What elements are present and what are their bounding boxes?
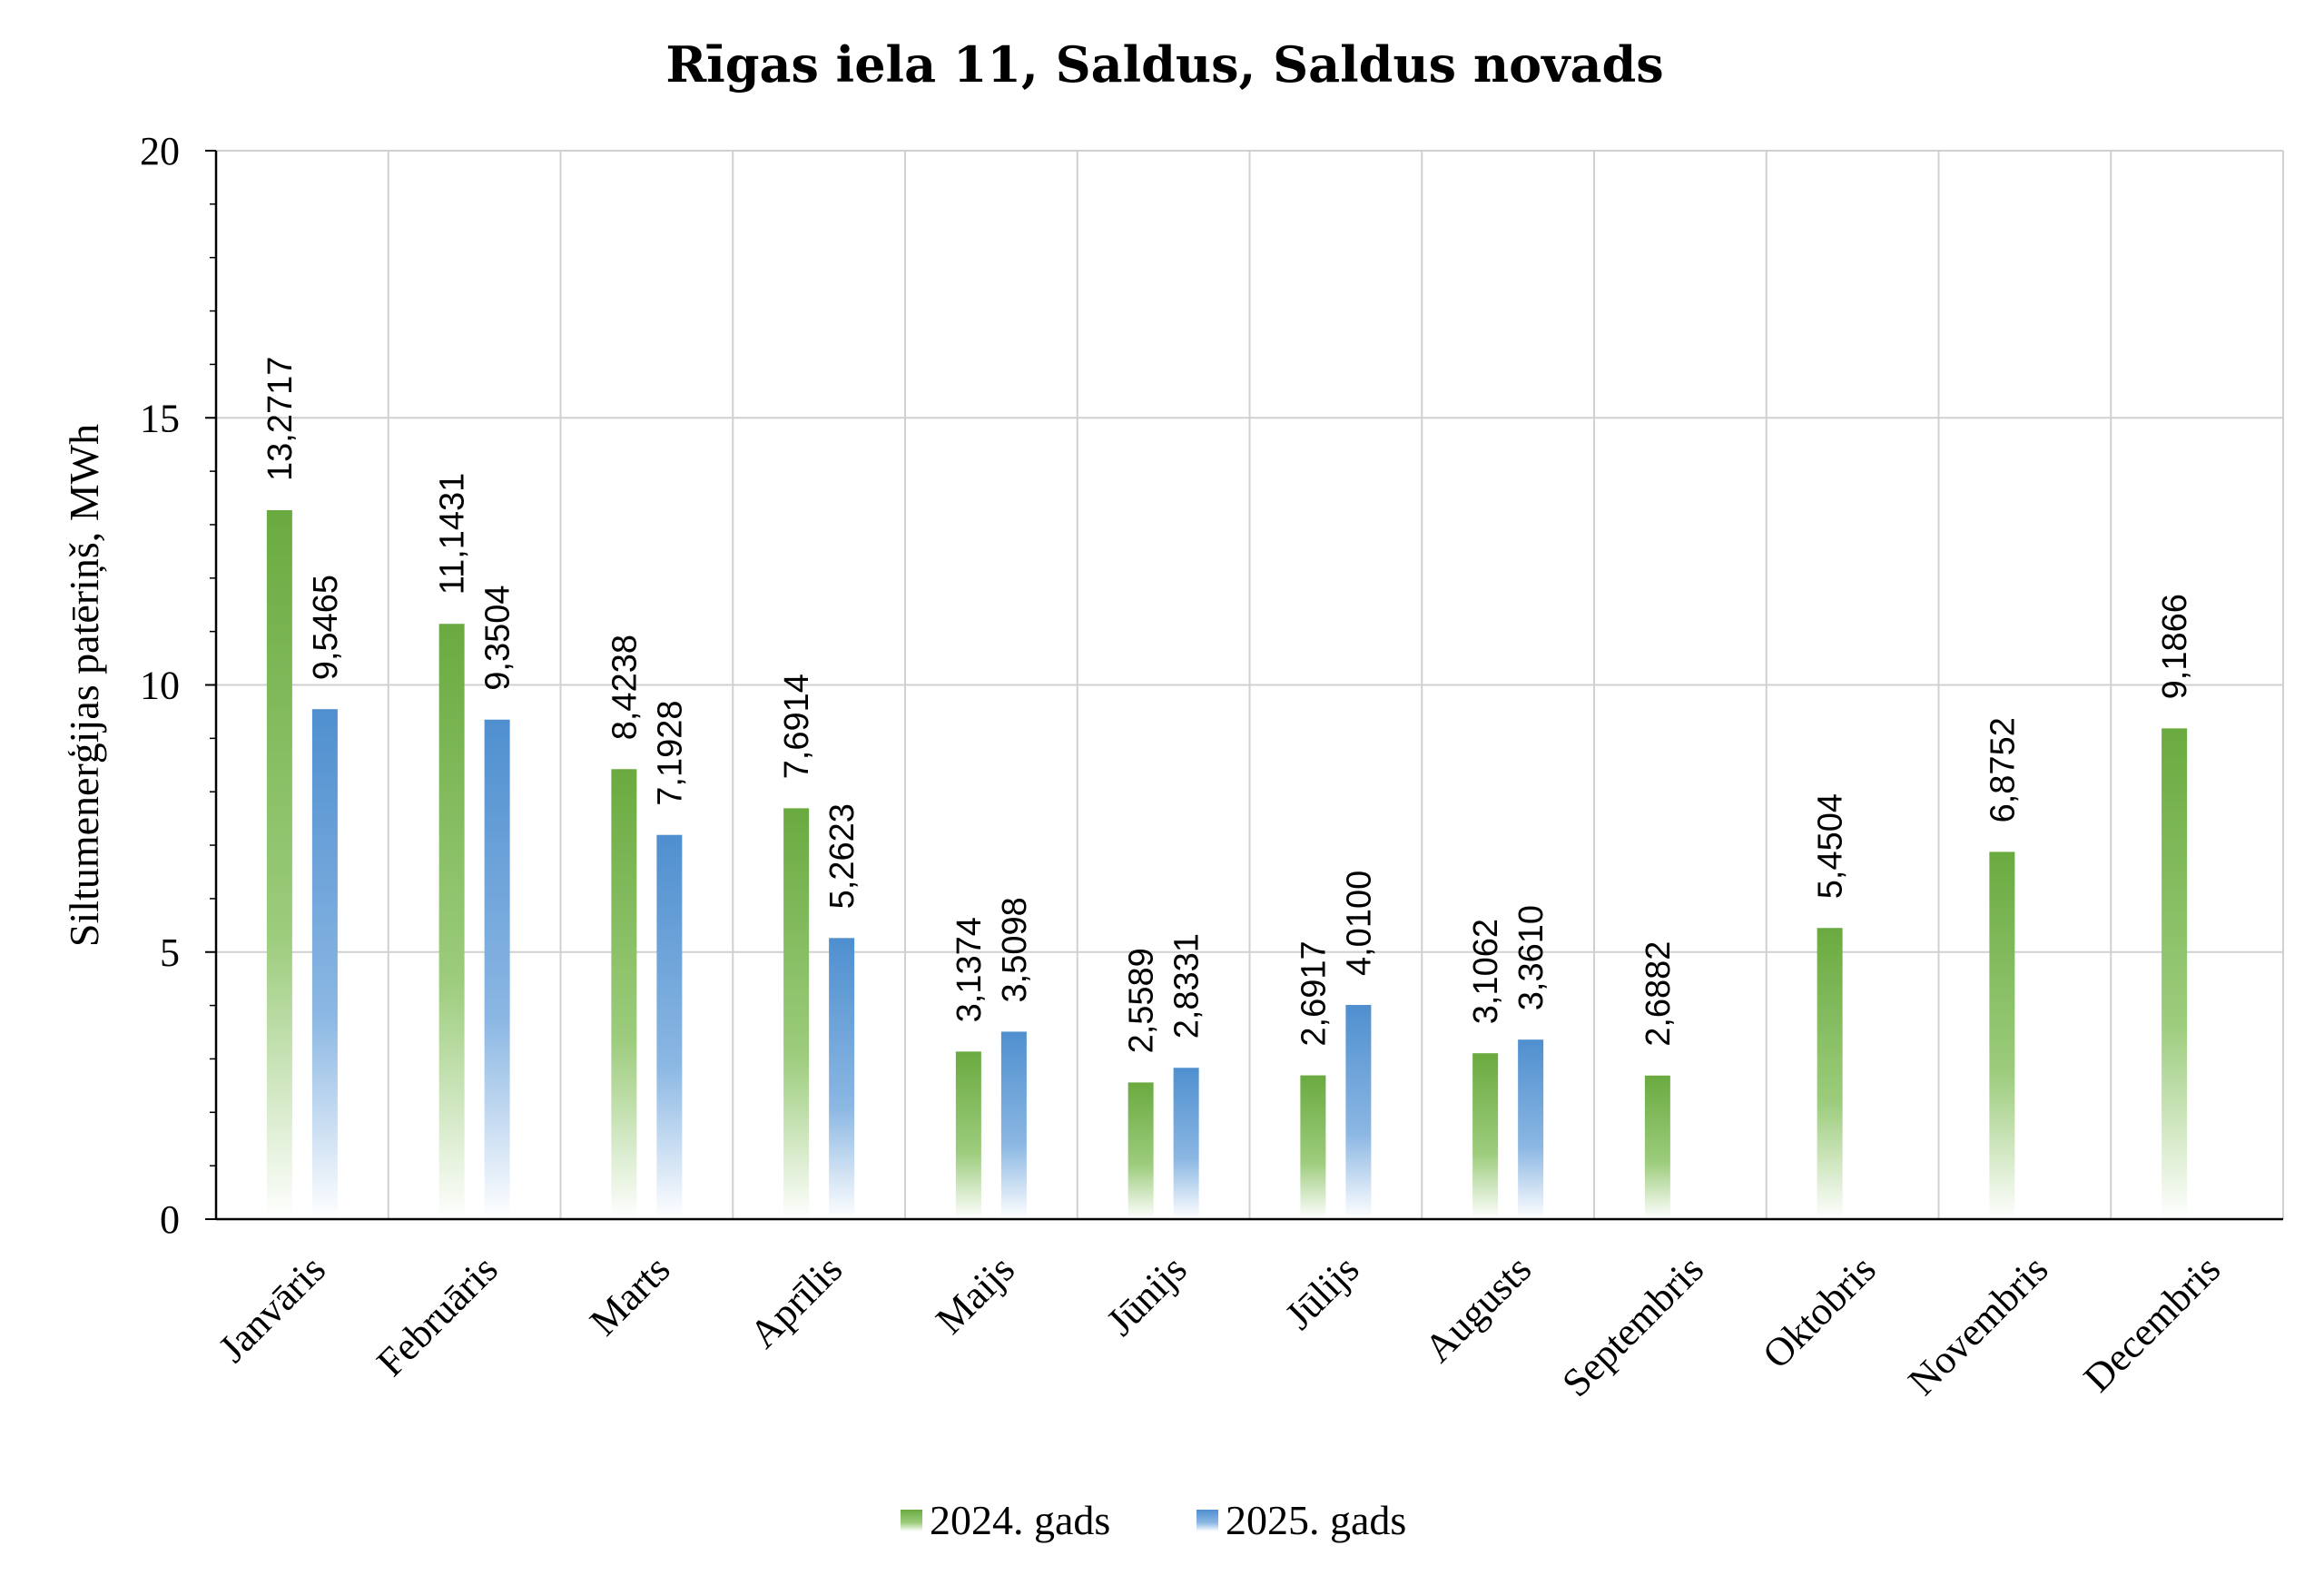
data-label: 13,2717 [261,357,300,481]
legend-label: 2025. gads [1226,1497,1406,1543]
x-tick-label: Decembris [2075,1246,2229,1400]
bar-2025 [484,719,510,1219]
y-tick-label: 5 [160,930,180,975]
x-tick-label: Maijs [927,1246,1023,1343]
data-label: 8,4238 [606,635,644,740]
data-label: 3,1374 [950,917,989,1022]
bar-2024 [1472,1053,1499,1219]
legend-swatch [901,1510,922,1531]
data-label: 9,5465 [307,575,345,680]
data-label: 3,1062 [1467,919,1505,1024]
x-tick-label: Novembris [1900,1246,2057,1403]
y-tick-label: 0 [160,1197,180,1242]
data-label: 2,6917 [1295,940,1333,1046]
bar-2024 [1817,928,1843,1219]
bar-2025 [311,709,338,1219]
bar-2024 [266,509,292,1219]
chart-title: Rīgas iela 11, Saldus, Saldus novads [665,35,1663,94]
x-tick-label: Aprīlis [741,1246,851,1356]
x-tick-label: Septembris [1553,1246,1712,1405]
bar-2025 [1173,1068,1199,1219]
data-label: 3,5098 [996,897,1034,1002]
x-tick-label: Februāris [369,1246,507,1384]
bar-2024 [2162,728,2188,1219]
data-label: 9,3504 [479,585,517,690]
legend-label: 2024. gads [930,1497,1110,1543]
bar-2024 [1644,1075,1670,1219]
y-tick-label: 10 [140,664,180,708]
x-tick-label: Jūlijs [1276,1246,1367,1337]
y-axis-label: Siltumenerģijas patēriņš, MWh [61,424,107,947]
bar-2025 [1000,1031,1027,1219]
legend-swatch [1196,1510,1218,1531]
bar-2024 [1128,1082,1154,1219]
x-tick-label: Augusts [1416,1246,1541,1371]
bar-2025 [656,834,683,1219]
data-label: 7,1928 [651,700,689,805]
x-tick-label: Oktobris [1754,1246,1885,1377]
data-label: 5,2623 [823,803,862,909]
data-label: 6,8752 [1984,717,2022,822]
bar-2024 [1989,852,2015,1219]
x-tick-label: Janvāris [210,1246,334,1371]
data-label: 2,8331 [1168,933,1206,1039]
y-tick-label: 20 [140,129,180,173]
data-label: 7,6914 [778,674,816,779]
bar-2025 [829,938,855,1219]
bar-2024 [1300,1075,1326,1219]
x-tick-label: Jūnijs [1098,1246,1195,1344]
data-label: 9,1866 [2156,594,2194,699]
data-label: 11,1431 [434,473,472,596]
bar-2025 [1345,1005,1372,1219]
bar-2024 [955,1051,981,1219]
data-label: 4,0100 [1340,871,1378,976]
data-label: 2,6882 [1640,941,1678,1047]
data-label: 3,3610 [1512,905,1551,1010]
data-label: 5,4504 [1812,793,1850,899]
bar-2024 [783,808,810,1219]
bar-2025 [1518,1039,1544,1219]
x-tick-label: Marts [581,1246,678,1344]
y-tick-label: 15 [140,396,180,440]
bar-2024 [438,624,465,1219]
data-label: 2,5589 [1123,948,1161,1053]
bar-2024 [611,769,637,1219]
